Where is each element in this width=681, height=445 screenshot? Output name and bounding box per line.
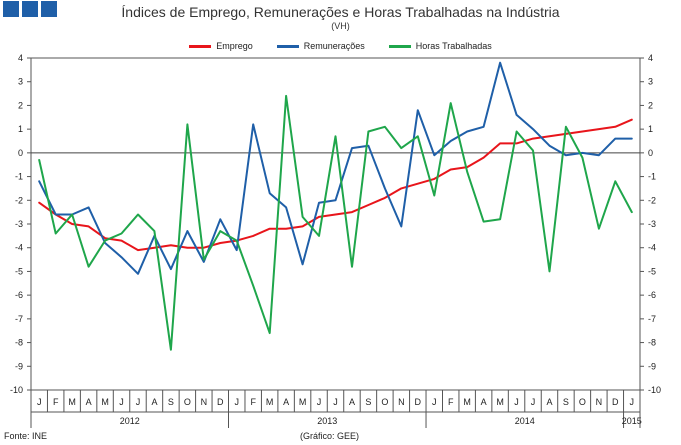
x-tick-label: J <box>136 397 141 407</box>
x-tick-label: J <box>432 397 437 407</box>
y-tick-label-left: -4 <box>15 243 23 253</box>
y-tick-label-left: 3 <box>18 77 23 87</box>
credit-note: (Gráfico: GEE) <box>300 431 360 441</box>
y-tick-label-left: -2 <box>15 195 23 205</box>
x-tick-label: A <box>151 397 157 407</box>
legend-item-emprego: Emprego <box>189 41 253 51</box>
x-tick-label: N <box>201 397 208 407</box>
x-tick-label: F <box>250 397 256 407</box>
y-tick-label-left: -10 <box>10 385 23 395</box>
legend-item-horas: Horas Trabalhadas <box>388 41 492 51</box>
y-tick-label-right: -5 <box>648 266 656 276</box>
x-tick-label: J <box>37 397 42 407</box>
chart-subtitle: (VH) <box>331 21 350 31</box>
x-tick-label: M <box>463 397 471 407</box>
y-tick-label-right: -1 <box>648 172 656 182</box>
y-tick-label-right: 0 <box>648 148 653 158</box>
x-tick-label: S <box>563 397 569 407</box>
x-tick-label: J <box>234 397 239 407</box>
chart-legend: Emprego Remunerações Horas Trabalhadas <box>0 41 681 51</box>
logo-square-icon <box>41 1 57 17</box>
x-tick-label: M <box>101 397 109 407</box>
x-year-label: 2013 <box>317 416 337 426</box>
x-year-label: 2014 <box>515 416 535 426</box>
legend-swatch-remuneracoes <box>276 44 299 48</box>
x-tick-label: M <box>496 397 504 407</box>
x-tick-label: F <box>53 397 59 407</box>
x-tick-label: D <box>415 397 422 407</box>
x-tick-label: J <box>531 397 536 407</box>
x-tick-label: N <box>398 397 405 407</box>
plot-frame <box>30 57 641 391</box>
legend-swatch-emprego <box>189 44 212 48</box>
chart-title: Índices de Emprego, Remunerações e Horas… <box>121 4 560 20</box>
y-tick-label-right: -8 <box>648 338 656 348</box>
x-tick-label: S <box>365 397 371 407</box>
x-tick-label: O <box>184 397 191 407</box>
legend-item-remuneracoes: Remunerações <box>276 41 365 51</box>
y-tick-label-right: 4 <box>648 53 653 63</box>
y-tick-label-right: -7 <box>648 314 656 324</box>
y-tick-label-right: 2 <box>648 100 653 110</box>
x-tick-label: S <box>168 397 174 407</box>
x-tick-label: O <box>579 397 586 407</box>
y-tick-label-left: 0 <box>18 148 23 158</box>
x-tick-label: F <box>448 397 454 407</box>
x-tick-label: O <box>381 397 388 407</box>
x-tick-label: M <box>266 397 274 407</box>
y-tick-label-left: -6 <box>15 290 23 300</box>
logo-square-icon <box>3 1 19 17</box>
y-tick-label-left: -1 <box>15 172 23 182</box>
x-tick-label: M <box>299 397 307 407</box>
y-tick-label-left: -7 <box>15 314 23 324</box>
x-tick-label: J <box>333 397 338 407</box>
x-tick-label: D <box>612 397 619 407</box>
x-tick-label: A <box>86 397 92 407</box>
x-tick-label: A <box>481 397 487 407</box>
logo-square-icon <box>22 1 38 17</box>
x-year-label: 2015 <box>622 416 642 426</box>
y-tick-label-left: 2 <box>18 100 23 110</box>
logo <box>3 1 57 17</box>
series-line-remuneracoes <box>38 61 633 275</box>
legend-label-remuneracoes: Remunerações <box>303 41 365 51</box>
legend-swatch-horas <box>388 44 411 48</box>
series-line-emprego <box>38 118 633 252</box>
y-tick-label-left: 4 <box>18 53 23 63</box>
y-tick-label-right: -9 <box>648 361 656 371</box>
x-tick-label: A <box>283 397 289 407</box>
y-tick-label-left: -8 <box>15 338 23 348</box>
x-year-label: 2012 <box>120 416 140 426</box>
y-tick-label-right: -2 <box>648 195 656 205</box>
legend-label-emprego: Emprego <box>216 41 253 51</box>
y-tick-label-left: -9 <box>15 361 23 371</box>
y-tick-label-right: 1 <box>648 124 653 134</box>
series-line-horas-trabalhadas <box>38 94 633 351</box>
y-tick-label-right: -4 <box>648 243 656 253</box>
x-tick-label: J <box>514 397 519 407</box>
y-tick-label-right: 3 <box>648 77 653 87</box>
legend-label-horas: Horas Trabalhadas <box>415 41 492 51</box>
y-tick-label-right: -10 <box>648 385 661 395</box>
y-tick-label-right: -6 <box>648 290 656 300</box>
x-tick-label: A <box>546 397 552 407</box>
x-tick-label: A <box>349 397 355 407</box>
x-tick-label: D <box>217 397 224 407</box>
x-tick-label: N <box>596 397 603 407</box>
x-tick-label: J <box>119 397 124 407</box>
x-tick-label: J <box>630 397 635 407</box>
source-note: Fonte: INE <box>4 431 48 441</box>
y-tick-label-right: -3 <box>648 219 656 229</box>
y-tick-label-left: -5 <box>15 266 23 276</box>
y-tick-label-left: 1 <box>18 124 23 134</box>
x-tick-label: J <box>317 397 322 407</box>
x-tick-label: M <box>68 397 76 407</box>
y-tick-label-left: -3 <box>15 219 23 229</box>
